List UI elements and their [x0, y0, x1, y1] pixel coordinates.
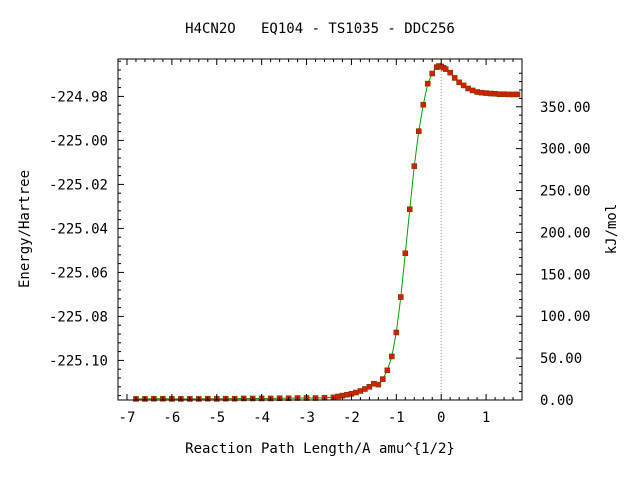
- y2-tick-label: 200.00: [540, 225, 591, 241]
- x-axis-label: Reaction Path Length/A amu^{1/2}: [185, 441, 455, 457]
- data-point: [429, 70, 436, 77]
- data-point: [420, 101, 427, 108]
- y2-tick-label: 300.00: [540, 142, 591, 158]
- chart-title: H4CN2O EQ104 - TS1035 - DDC256: [185, 21, 455, 37]
- data-point: [451, 75, 458, 81]
- y-axis-left: -224.98 -225.00 -225.02 -225.04 -225.06 -225.…: [49, 60, 124, 397]
- x-tick-label: -7: [119, 410, 136, 426]
- data-point: [380, 376, 386, 382]
- y-tick-label: -225.06: [49, 265, 108, 281]
- curve-layer: [135, 65, 518, 400]
- energy-curve: [135, 65, 518, 400]
- y-tick-label: -225.04: [49, 221, 108, 237]
- x-tick-label: -2: [343, 410, 360, 426]
- data-point: [442, 66, 449, 72]
- data-point: [389, 353, 395, 360]
- data-point: [456, 79, 462, 86]
- data-point: [415, 128, 422, 134]
- x-tick-label: 0: [437, 410, 445, 426]
- plot-frame: [117, 58, 523, 401]
- data-points-layer: [133, 63, 521, 402]
- x-tick-label: -1: [388, 410, 405, 426]
- data-point: [402, 250, 409, 257]
- y-tick-label: -225.10: [49, 353, 108, 369]
- y-tick-label: -225.08: [49, 309, 108, 325]
- y2-tick-label: 350.00: [540, 100, 591, 116]
- x-tick-label: -5: [208, 410, 225, 426]
- y-tick-label: -224.98: [49, 89, 108, 105]
- x-tick-label: -4: [253, 410, 270, 426]
- y2-tick-label: 50.00: [540, 351, 582, 367]
- y2-axis-label: kJ/mol: [604, 204, 620, 255]
- y2-tick-label: 0.00: [540, 393, 574, 409]
- data-point: [424, 80, 431, 87]
- y2-tick-label: 250.00: [540, 184, 591, 200]
- y-tick-label: -225.00: [49, 133, 108, 149]
- data-point: [375, 381, 382, 388]
- data-point: [366, 383, 373, 390]
- y-axis-label: Energy/Hartree: [17, 170, 33, 288]
- x-tick-label: -6: [163, 410, 180, 426]
- y-axis-right: 0.00 50.00 100.00 150.00 200.00 250.00 300.00 3…: [516, 72, 591, 409]
- data-point: [393, 329, 400, 336]
- data-point: [447, 69, 453, 76]
- x-tick-label: -3: [298, 410, 315, 426]
- data-point: [460, 82, 467, 89]
- data-point: [406, 206, 413, 213]
- y2-tick-label: 100.00: [540, 309, 591, 325]
- data-point: [514, 91, 521, 98]
- y-tick-label: -225.02: [49, 177, 108, 193]
- data-point: [397, 294, 404, 300]
- x-tick-label: 1: [482, 410, 490, 426]
- y2-tick-label: 150.00: [540, 267, 591, 283]
- data-point: [411, 163, 418, 169]
- data-point: [384, 367, 391, 374]
- x-axis: -7 -6 -5 -4 -3 -2 -1 0 1: [117, 59, 523, 426]
